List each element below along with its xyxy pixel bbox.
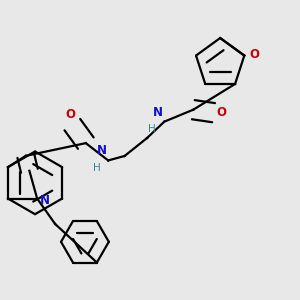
Text: O: O (65, 108, 75, 121)
Text: N: N (153, 106, 163, 119)
Text: O: O (217, 106, 226, 119)
Text: H: H (148, 124, 156, 134)
Text: N: N (97, 145, 107, 158)
Text: H: H (93, 163, 101, 173)
Text: N: N (40, 194, 50, 206)
Text: O: O (250, 48, 260, 61)
